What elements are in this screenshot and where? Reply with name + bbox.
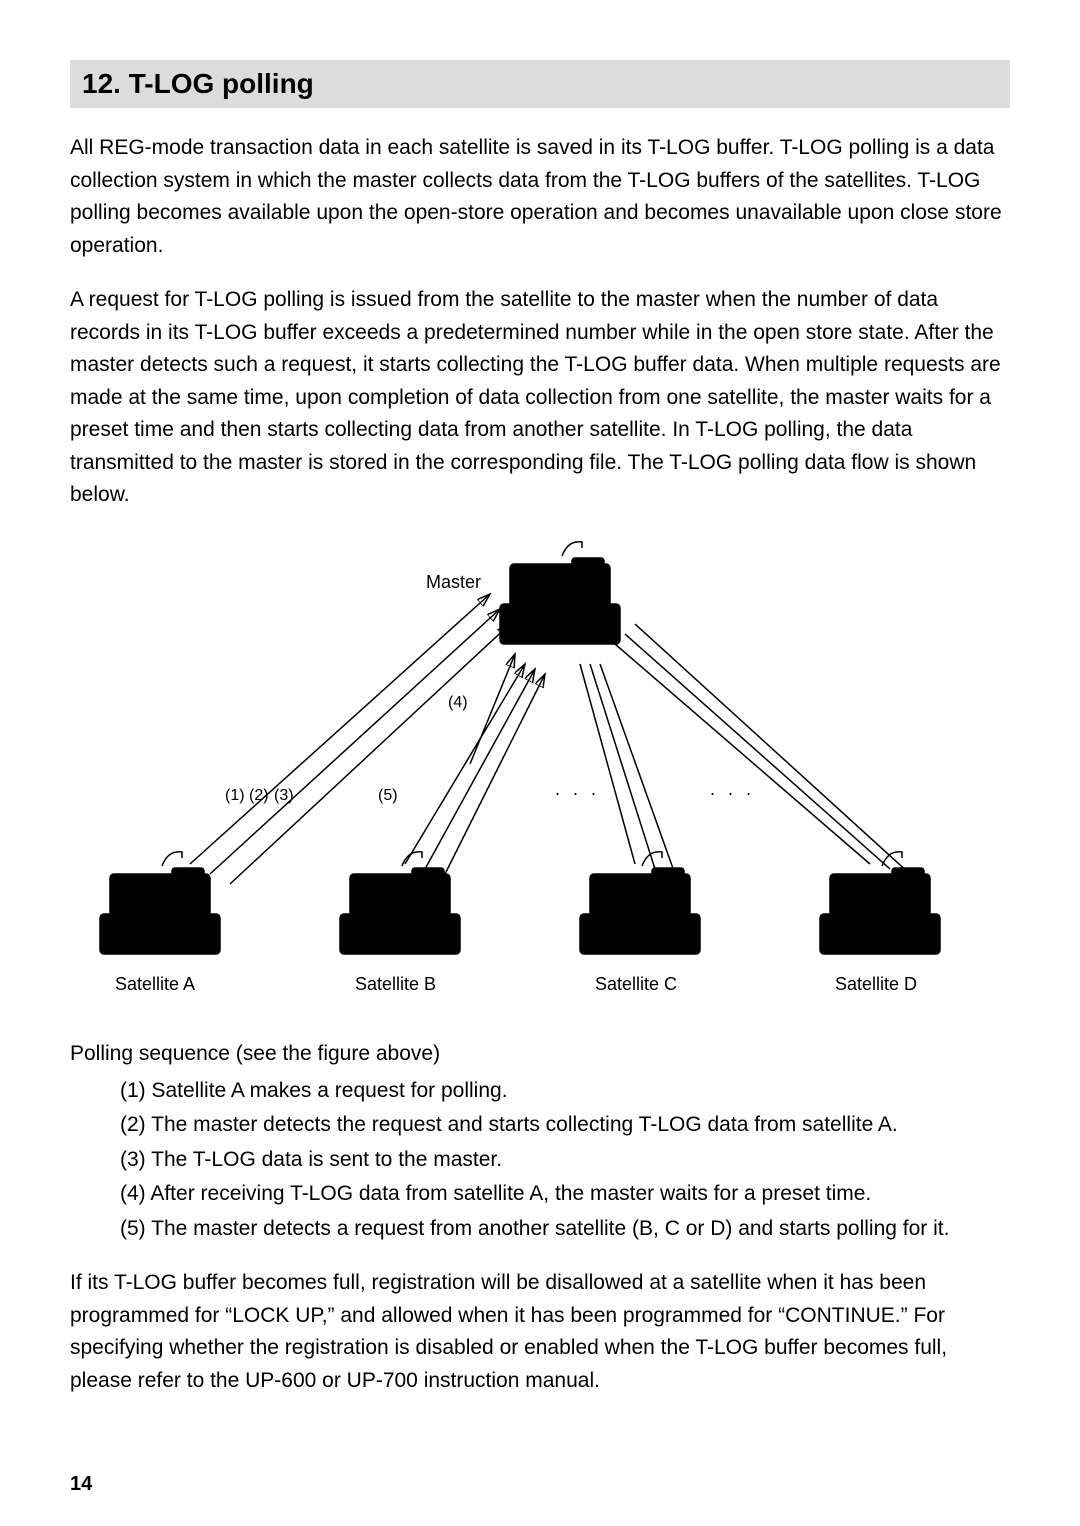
sat-a-label: Satellite A	[115, 974, 195, 995]
num-3: (3)	[274, 787, 294, 805]
satellite-a-icon	[90, 844, 230, 964]
satellite-d-icon	[810, 844, 950, 964]
sat-d-label: Satellite D	[835, 974, 917, 995]
page-number: 14	[70, 1473, 92, 1496]
polling-steps: (1) Satellite A makes a request for poll…	[120, 1075, 1010, 1246]
satellite-b-icon	[330, 844, 470, 964]
step-4: (4) After receiving T-LOG data from sate…	[120, 1178, 1010, 1211]
step-5: (5) The master detects a request from an…	[120, 1213, 1010, 1246]
num-5: (5)	[378, 787, 398, 805]
num-4: (4)	[448, 694, 468, 712]
master-label: Master	[426, 572, 481, 593]
section-title: 12. T-LOG polling	[70, 60, 1010, 108]
paragraph-1: All REG-mode transaction data in each sa…	[70, 132, 1010, 262]
paragraph-3: If its T-LOG buffer becomes full, regist…	[70, 1267, 1010, 1397]
paragraph-2: A request for T-LOG polling is issued fr…	[70, 284, 1010, 512]
num-1: (1)	[225, 787, 245, 805]
num-2: (2)	[249, 787, 269, 805]
step-2: (2) The master detects the request and s…	[120, 1109, 1010, 1142]
dots-left: . . .	[555, 779, 600, 800]
sat-c-label: Satellite C	[595, 974, 677, 995]
step-3: (3) The T-LOG data is sent to the master…	[120, 1144, 1010, 1177]
satellite-c-icon	[570, 844, 710, 964]
step-1: (1) Satellite A makes a request for poll…	[120, 1075, 1010, 1108]
tlog-diagram: Master Satellite A Satellite B Satellite…	[70, 534, 1010, 1014]
dots-right: . . .	[710, 779, 755, 800]
polling-heading: Polling sequence (see the figure above)	[70, 1038, 1010, 1071]
master-register-icon	[490, 534, 630, 654]
sat-b-label: Satellite B	[355, 974, 436, 995]
